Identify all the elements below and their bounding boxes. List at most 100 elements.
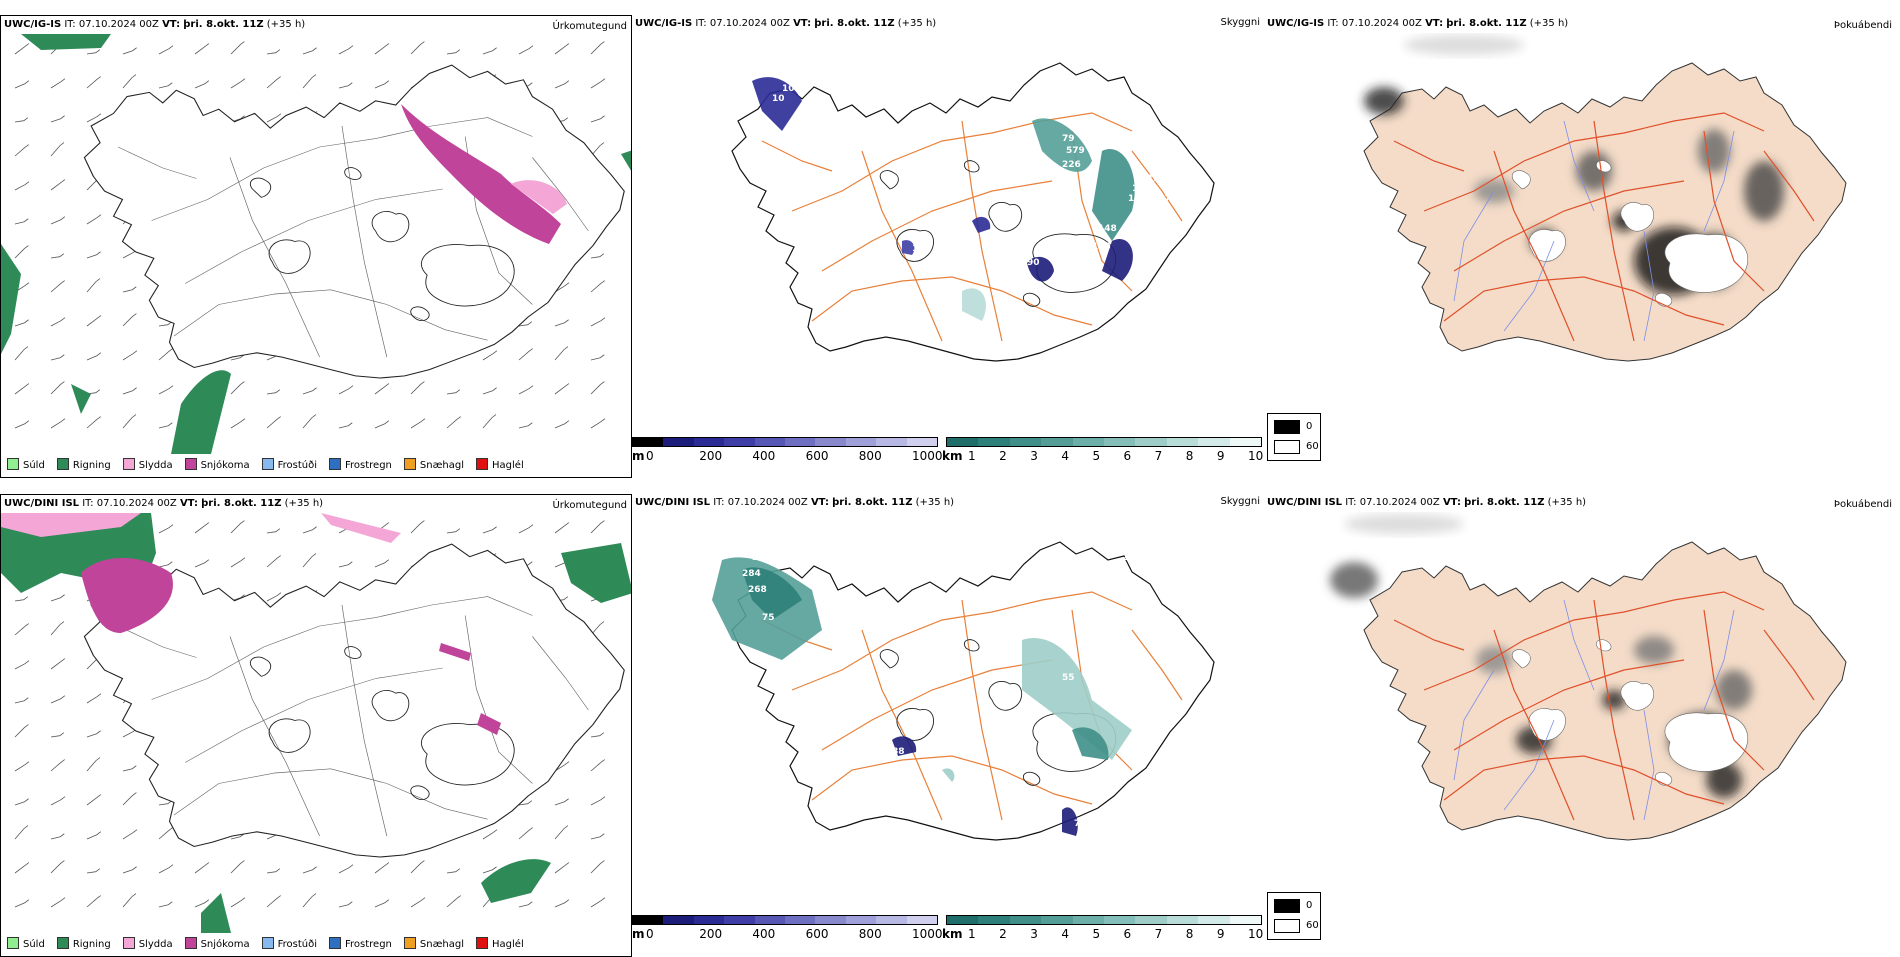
legend-item-snæhagl: Snæhagl: [403, 937, 465, 950]
legend-label: Rigning: [72, 939, 111, 950]
legend-item-frostúði: Frostúði: [261, 458, 317, 471]
cloud-value-label: 125: [1102, 643, 1121, 653]
colorbar-tick: 7: [1154, 449, 1163, 463]
colorbar-tick: 7: [1154, 927, 1163, 941]
cloud-value-label: 127: [1140, 174, 1159, 184]
legend-label: Frostúði: [277, 939, 317, 950]
cloud-value-label: 148: [1098, 224, 1117, 234]
cloud-value-label: 323: [802, 557, 821, 567]
snow-area: [439, 643, 471, 661]
iceland-fog-map: [1363, 35, 1847, 362]
colorbar-tick: 800: [858, 927, 882, 941]
panel-title: UWC/DINI ISL IT: 07.10.2024 00Z VT: þri.…: [635, 497, 955, 508]
cloud-value-label: 88: [892, 747, 905, 757]
rain-area: [621, 150, 631, 171]
cloud-value-label: 226: [1062, 160, 1081, 170]
cloud-value-label: 19: [912, 244, 925, 254]
legend-swatch: [184, 458, 197, 470]
legend-swatch: [261, 937, 274, 949]
sleet-area: [1, 513, 141, 537]
colorbar-unit: m: [632, 449, 645, 463]
panel-type-label: Skyggni: [1220, 17, 1260, 28]
panel-type-label: Skyggni: [1220, 496, 1260, 507]
fog-legend-label: 60: [1306, 441, 1319, 452]
cloud-value-label: 82: [962, 224, 975, 234]
panel-title: UWC/IG-IS IT: 07.10.2024 00Z VT: þri. 8.…: [1267, 18, 1569, 29]
legend-label: Haglél: [492, 939, 524, 950]
rain-area: [21, 34, 111, 50]
colorbar-tick: 6: [1123, 449, 1132, 463]
cloud-value-label: 133: [1092, 242, 1111, 252]
colorbar-tick: 600: [805, 927, 829, 941]
colorbar-tick: 0: [646, 449, 654, 463]
sleet-area: [321, 513, 401, 543]
glacier-outlines: [249, 646, 515, 800]
colorbar-gradient: [946, 915, 1262, 925]
fog-index-legend: 0 60: [1267, 892, 1321, 940]
colorbar-tick: 8: [1185, 927, 1194, 941]
precip-type-legend: Súld Rigning Slydda Snjókoma Frostúði Frostre…: [7, 937, 536, 950]
legend-item-haglél: Haglél: [476, 458, 524, 471]
fog-panel-row2: UWC/DINI ISL IT: 07.10.2024 00Z VT: þri.…: [1264, 494, 1896, 957]
cloud-value-label: 70: [1074, 819, 1087, 829]
river-network: [1453, 120, 1735, 342]
colorbar-tick: 6: [1123, 927, 1132, 941]
legend-item-snjókoma: Snjókoma: [184, 937, 250, 950]
panel-type-label: Úrkomutegund: [552, 21, 627, 32]
legend-item-súld: Súld: [7, 937, 45, 950]
legend-label: Snæhagl: [419, 460, 465, 471]
glacier-areas: [1511, 639, 1749, 786]
cloud-area: [1022, 638, 1132, 760]
fog-legend-label: 0: [1306, 421, 1313, 432]
legend-label: Snæhagl: [419, 939, 465, 950]
rain-area: [481, 859, 551, 903]
legend-swatch: [261, 458, 274, 470]
colorbar-tick: 1: [968, 927, 976, 941]
colorbar-tick: 1000: [912, 449, 943, 463]
iceland-coastline: [731, 62, 1215, 362]
fog-legend-swatch: [1274, 440, 1300, 454]
legend-swatch: [329, 458, 341, 470]
colorbar-tick: 4: [1061, 449, 1069, 463]
cloud-value-label: 248: [1122, 553, 1141, 563]
cloud-area: [1062, 807, 1078, 836]
cloud-area: [942, 768, 955, 782]
rain-area: [561, 543, 631, 603]
colorbar-gradient: [946, 437, 1262, 447]
sleet-area: [511, 180, 567, 214]
rain-area: [71, 384, 91, 414]
cloud-area: [1032, 118, 1092, 172]
colorbar-tick: 1000: [912, 927, 943, 941]
legend-swatch: [56, 937, 69, 949]
cloud-value-label: 10: [782, 84, 795, 94]
colorbar-tick: 200: [699, 927, 723, 941]
cloud-value-label: 79: [1062, 134, 1075, 144]
legend-swatch: [56, 458, 69, 470]
cloud-area: [902, 240, 915, 255]
cloud-value-label: 28: [1132, 210, 1145, 220]
colorbar-tick: 9: [1216, 927, 1225, 941]
legend-swatch: [122, 937, 135, 949]
panel-type-label: Úrkomutegund: [552, 500, 627, 511]
rain-area: [171, 370, 231, 454]
legend-item-súld: Súld: [7, 458, 45, 471]
legend-label: Frostregn: [345, 460, 392, 471]
cloud-value-label: 176: [1112, 709, 1131, 719]
cloud-value-label: 231: [992, 108, 1011, 118]
cloud-value-label: 120: [1132, 184, 1151, 194]
cloud-value-label: 139: [1128, 194, 1147, 204]
snow-area: [401, 104, 561, 244]
legend-item-frostregn: Frostregn: [329, 937, 392, 950]
legend-swatch: [7, 458, 19, 470]
iceland-coastline: [83, 543, 625, 858]
legend-item-snæhagl: Snæhagl: [403, 458, 465, 471]
legend-swatch: [122, 458, 135, 470]
colorbar-tick: 2: [999, 927, 1007, 941]
fog-legend-label: 60: [1306, 920, 1319, 931]
glacier-outlines: [249, 167, 515, 321]
colorbar-tick: 800: [858, 449, 882, 463]
cloud-value-label: 180: [998, 118, 1017, 128]
cloud-panel-row1: UWC/IG-IS IT: 07.10.2024 00Z VT: þri. 8.…: [632, 15, 1264, 478]
snow-area: [477, 713, 501, 735]
panel-title: UWC/IG-IS IT: 07.10.2024 00Z VT: þri. 8.…: [635, 18, 937, 29]
